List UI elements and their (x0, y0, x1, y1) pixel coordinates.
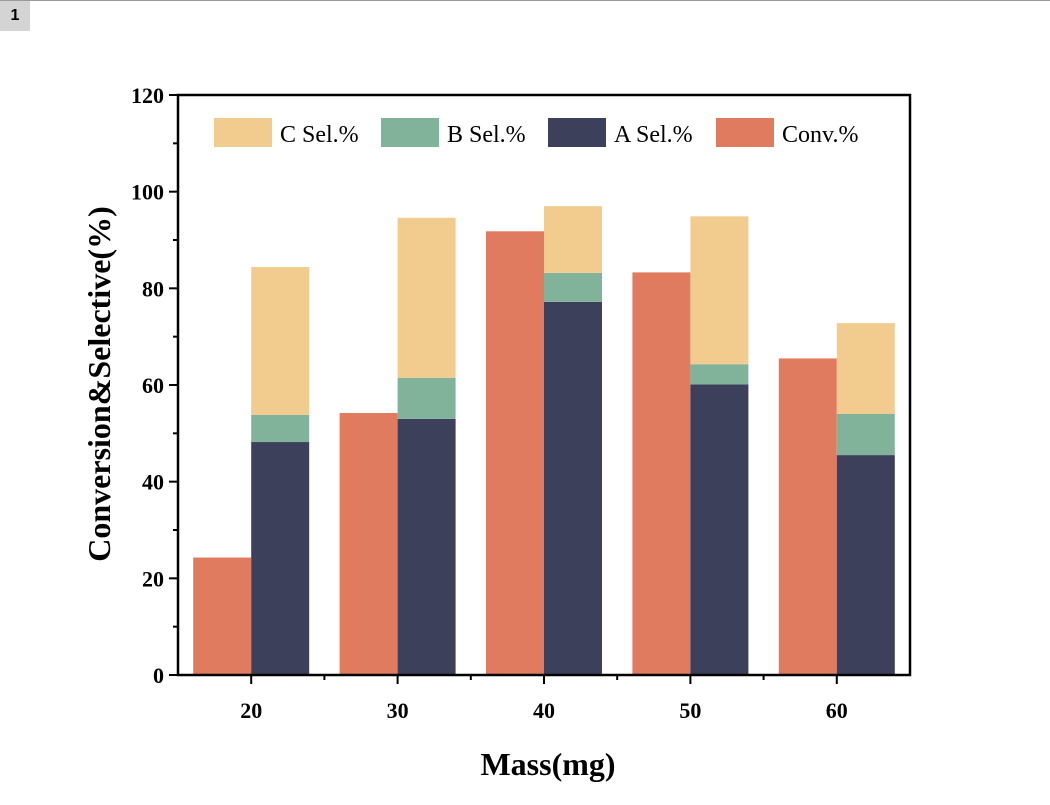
y-tick-label-120: 120 (131, 83, 164, 108)
bar-b-sel-50 (690, 364, 749, 385)
bar-c-sel-30 (397, 217, 456, 378)
y-tick-label-40: 40 (142, 470, 164, 495)
bar-b-sel-40 (544, 272, 602, 302)
top-border-line (0, 0, 1050, 1)
bar-a-sel-40 (544, 301, 602, 675)
y-tick-label-80: 80 (142, 276, 164, 301)
bar-conv-20 (193, 557, 252, 675)
legend-label-b: B Sel.% (447, 122, 526, 148)
legend-label-c: C Sel.% (280, 122, 359, 148)
bar-b-sel-60 (836, 414, 895, 456)
legend: C Sel.% B Sel.% A Sel.% Conv.% (214, 118, 858, 148)
bar-c-sel-20 (251, 267, 310, 415)
y-tick-label-100: 100 (131, 180, 164, 205)
bar-a-sel-30 (397, 418, 456, 675)
y-tick-label-0: 0 (153, 663, 164, 688)
bar-conv-50 (632, 272, 691, 675)
bar-a-sel-20 (251, 442, 310, 675)
x-tick-label-30: 30 (387, 698, 409, 723)
bar-conv-60 (778, 358, 837, 675)
bar-c-sel-60 (836, 323, 895, 414)
y-tick-label-60: 60 (142, 373, 164, 398)
legend-swatch-conv (716, 118, 774, 147)
bars-layer (193, 206, 895, 676)
x-tick-label-50: 50 (679, 698, 701, 723)
bar-c-sel-50 (690, 216, 749, 365)
bar-b-sel-30 (397, 377, 456, 419)
bar-conv-40 (486, 231, 544, 676)
legend-label-a: A Sel.% (614, 122, 693, 148)
y-tick-label-20: 20 (142, 566, 164, 591)
legend-swatch-b (381, 118, 439, 147)
y-axis-title: Conversion&Selective(%) (81, 206, 117, 561)
x-axis-title: Mass(mg) (480, 746, 615, 782)
page-number-tag: 1 (0, 1, 30, 31)
bar-a-sel-60 (836, 455, 895, 675)
x-tick-label-40: 40 (533, 698, 555, 723)
axes-layer: 20 30 40 50 60 0 20 40 60 80 100 120 (131, 83, 912, 723)
bar-c-sel-40 (544, 206, 602, 273)
legend-swatch-a (548, 118, 606, 147)
legend-swatch-c (214, 118, 272, 147)
x-tick-label-60: 60 (826, 698, 848, 723)
bar-b-sel-20 (251, 414, 310, 443)
legend-label-conv: Conv.% (782, 122, 858, 148)
x-tick-label-20: 20 (240, 698, 262, 723)
bar-a-sel-50 (690, 384, 749, 675)
bar-conv-30 (339, 413, 398, 675)
